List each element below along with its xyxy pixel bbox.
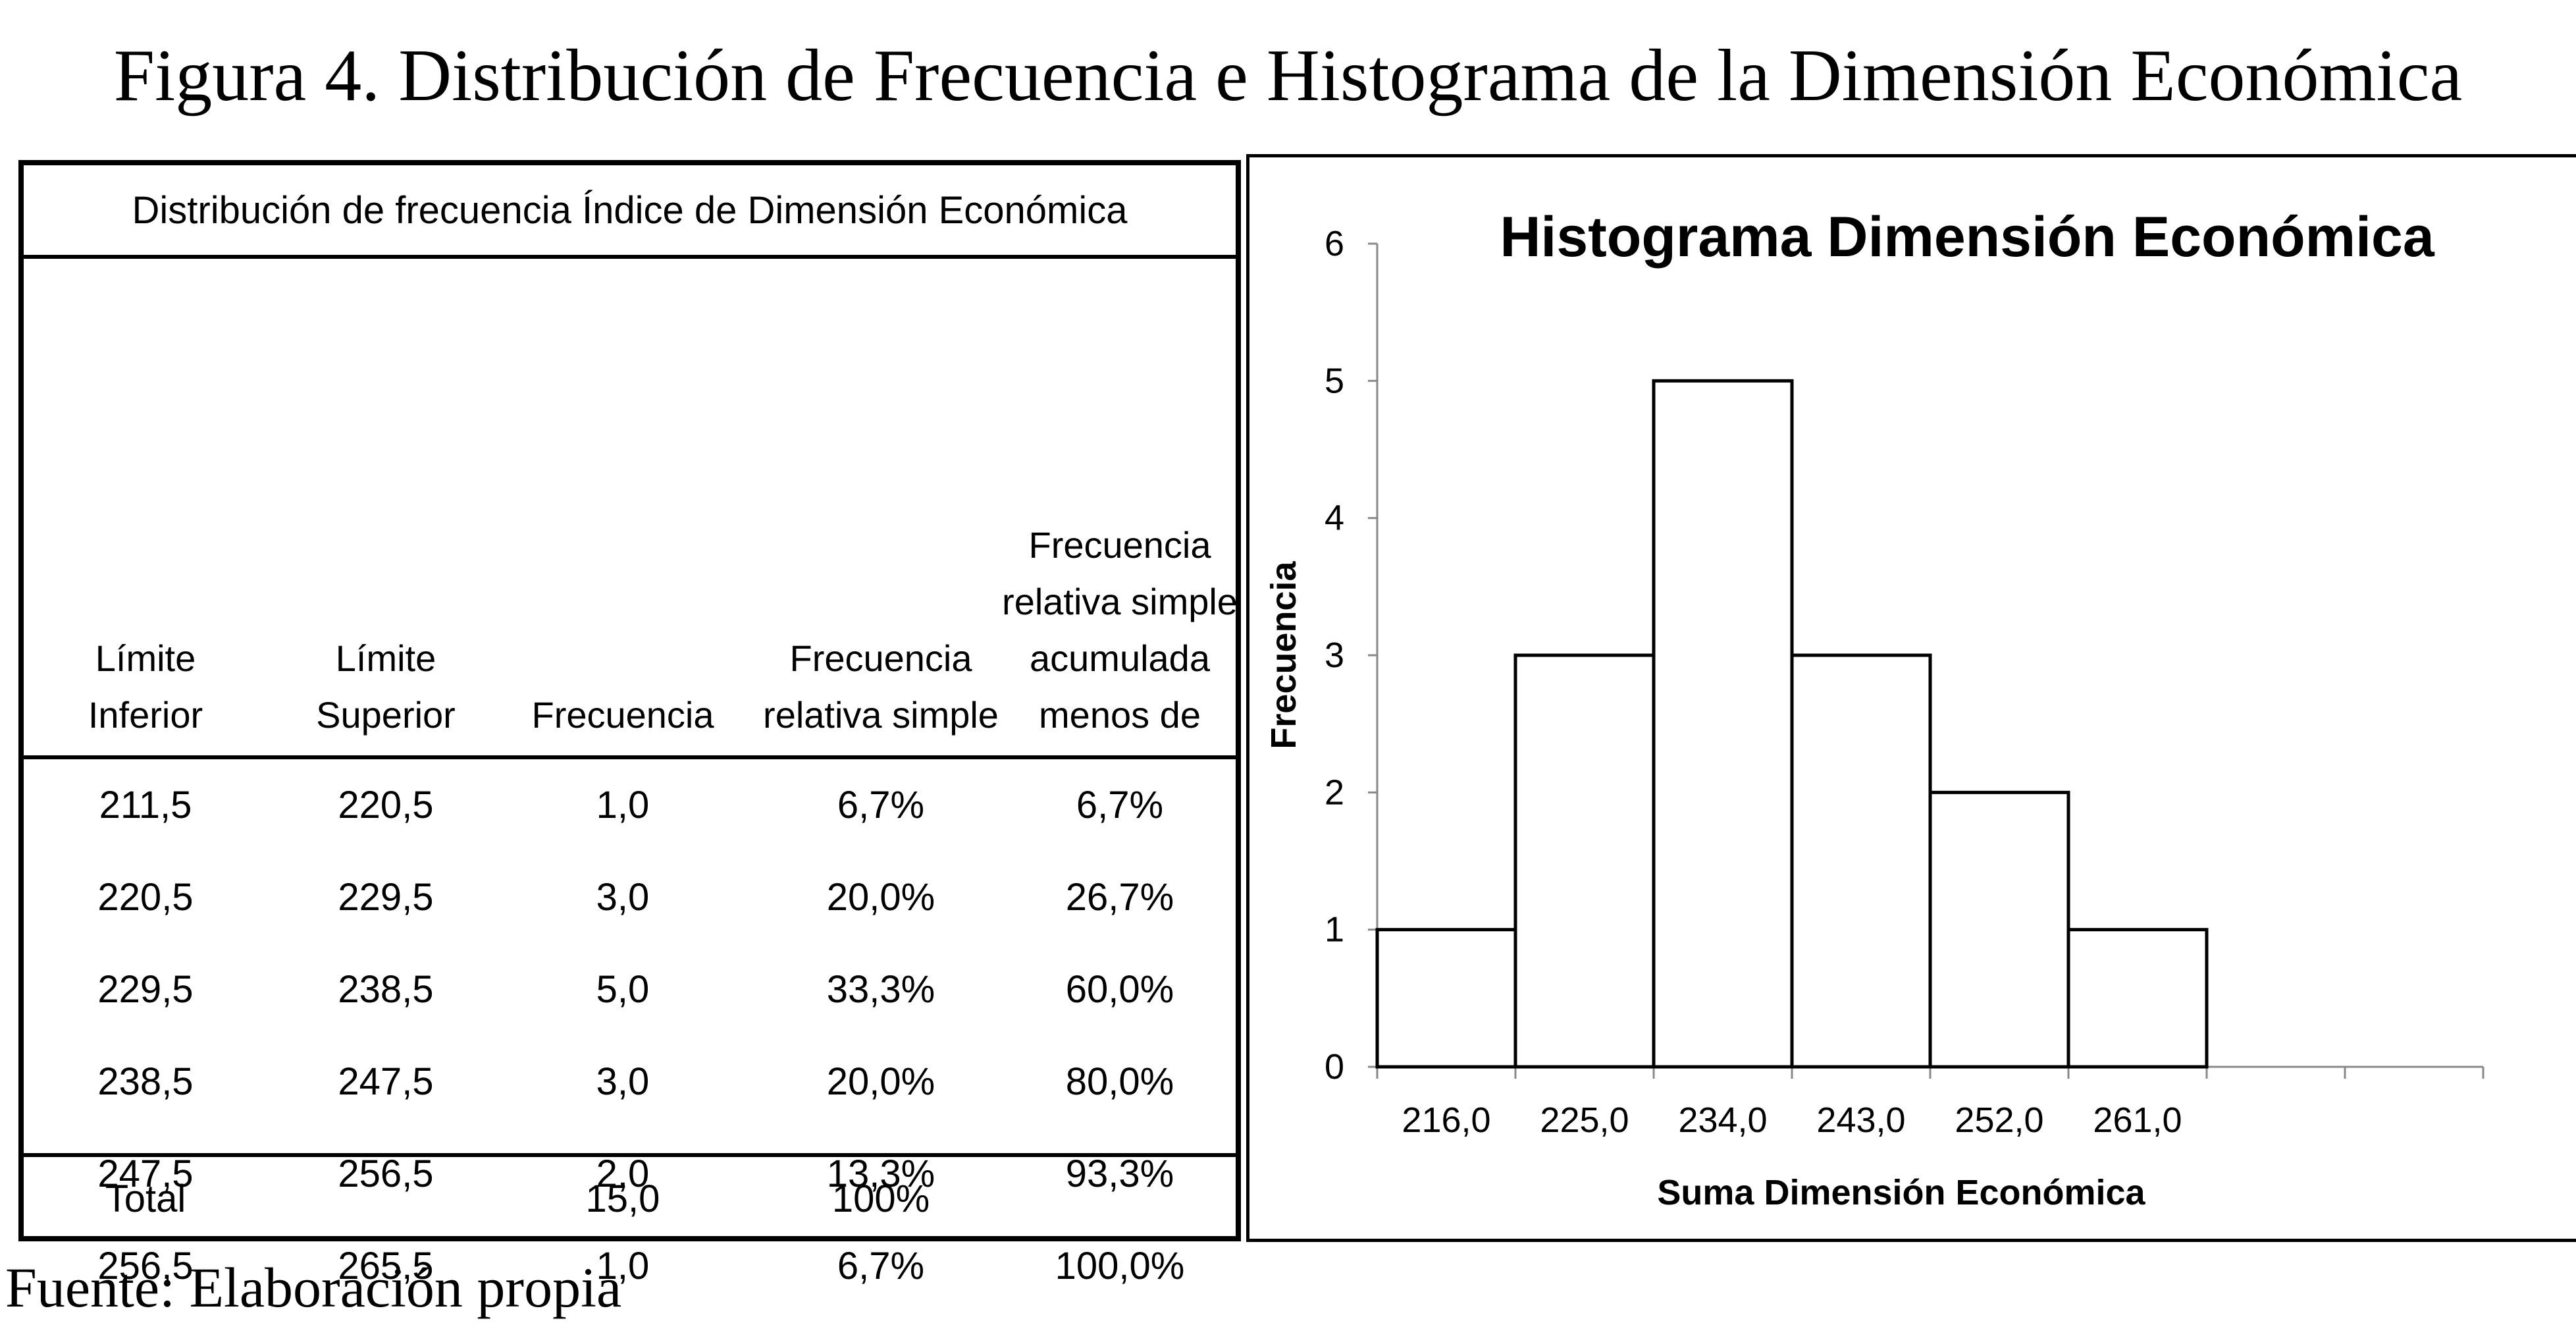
total-cell-frecuencia: 15,0 [585,1177,660,1220]
cell-limite-superior: 256,5 [338,1152,434,1195]
cell-frecuencia-relativa: 33,3% [826,968,935,1011]
total-cell-frecuencia-relativa: 100% [831,1177,930,1220]
header-line: Superior [316,694,456,736]
header-limite-superior: Límite Superior [274,630,498,743]
cell-frecuencia: 2,0 [596,1152,650,1195]
cell-limite-superior: 247,5 [338,1060,434,1103]
x-tick-label: 216,0 [1402,1100,1490,1140]
cell-frecuencia-acumulada: 93,3% [1065,1152,1174,1195]
cell-frecuencia: 1,0 [596,1245,650,1287]
y-tick-label: 0 [1325,1047,1344,1087]
histogram-chart: Histograma Dimensión Económica 0 1 2 3 4 5 6 216… [1264,205,2484,1212]
cell-limite-inferior: 229,5 [97,968,194,1011]
table-row: 238,5 247,5 3,0 20,0% 80,0% [24,1036,1236,1128]
y-tick-label: 6 [1325,224,1344,263]
table-header: Límite Inferior Límite Superior Frecuencia Fr… [24,259,1238,759]
cell-limite-inferior: 256,5 [97,1245,194,1287]
y-tick-label: 4 [1325,499,1344,538]
y-tick-label: 3 [1325,635,1344,675]
histogram-bar [2066,928,2209,1069]
header-line: relativa simple [763,694,999,736]
table-row: 211,5 220,5 1,0 6,7% 6,7% [24,759,1236,851]
header-line: acumulada [1030,637,1210,679]
header-line: Inferior [88,694,203,736]
cell-limite-inferior: 211,5 [99,784,192,826]
y-tick-label: 1 [1325,910,1344,950]
cell-limite-inferior: 247,5 [97,1152,194,1195]
total-cell-frecuencia-acumulada [998,1157,1242,1241]
header-frecuencia: Frecuencia [504,687,741,743]
table-total-row: Total 15,0 100% [24,1153,1236,1241]
cell-frecuencia-acumulada: 80,0% [1065,1060,1174,1103]
header-frecuencia-acumulada: Frecuencia relativa simple acumulada menos … [998,517,1242,743]
table-row: 229,5 238,5 5,0 33,3% 60,0% [24,944,1236,1036]
total-cell-limite-inferior: Total [105,1177,186,1220]
cell-limite-superior: 238,5 [338,968,434,1011]
frequency-table: Distribución de frecuencia Índice de Dim… [18,160,1241,1287]
header-line: Frecuencia [789,637,972,679]
cell-frecuencia-acumulada: 26,7% [1065,876,1174,919]
cell-limite-inferior: 220,5 [97,876,194,919]
header-line: menos de [1039,694,1201,736]
cell-frecuencia: 5,0 [596,968,650,1011]
y-tick-label: 2 [1325,772,1344,812]
figure-title: Figura 4. Distribución de Frecuencia e H… [113,35,2463,117]
histogram-bar [1790,653,1932,1069]
cell-limite-superior: 265,5 [338,1245,434,1287]
histogram-bar [1513,653,1656,1069]
cell-frecuencia-relativa: 6,7% [837,1245,925,1287]
y-axis-label: Frecuencia [1264,560,1303,749]
x-tick-label: 252,0 [1955,1100,2043,1140]
header-line: Límite [335,637,436,679]
histogram-panel: Histograma Dimensión Económica 0 1 2 3 4 5 6 216… [1246,154,2576,1242]
cell-frecuencia-relativa: 20,0% [826,876,935,919]
x-tick-label: 243,0 [1816,1100,1905,1140]
x-axis-label: Suma Dimensión Económica [1657,1173,2145,1212]
y-tick-label: 5 [1325,361,1344,400]
header-line: relativa simple [1002,581,1238,622]
cell-frecuencia: 3,0 [596,876,650,919]
cell-frecuencia-relativa: 13,3% [826,1152,935,1195]
x-tick-label: 234,0 [1678,1100,1767,1140]
cell-frecuencia-relativa: 6,7% [837,784,925,826]
figure-source: Fuente: Elaboración propia [5,1256,622,1319]
cell-limite-superior: 229,5 [338,876,434,919]
x-tick-label: 225,0 [1540,1100,1629,1140]
cell-limite-superior: 220,5 [338,784,434,826]
chart-title: Histograma Dimensión Económica [1500,205,2435,269]
table-row: 256,5 265,5 1,0 6,7% 100,0% [24,1220,1236,1312]
total-cell-limite-superior [274,1157,498,1241]
cell-frecuencia-acumulada: 100,0% [1055,1245,1185,1287]
table-row: 247,5 256,5 2,0 13,3% 93,3% [24,1128,1236,1220]
table-caption: Distribución de frecuencia Índice de Dim… [24,165,1236,259]
cell-limite-inferior: 238,5 [97,1060,194,1103]
cell-frecuencia-acumulada: 60,0% [1065,968,1174,1011]
table-row: 220,5 229,5 3,0 20,0% 26,7% [24,851,1236,944]
histogram-bar [1652,379,1794,1069]
cell-frecuencia-acumulada: 6,7% [1076,784,1164,826]
header-limite-inferior: Límite Inferior [37,630,254,743]
cell-frecuencia: 1,0 [596,784,650,826]
x-tick-label: 261,0 [2093,1100,2182,1140]
histogram-bar [1928,790,2070,1069]
header-frecuencia-relativa: Frecuencia relativa simple [749,630,1012,743]
header-line: Límite [95,637,196,679]
header-line: Frecuencia [1028,524,1211,566]
histogram-bar [1375,928,1517,1069]
cell-frecuencia: 3,0 [596,1060,650,1103]
cell-frecuencia-relativa: 20,0% [826,1060,935,1103]
header-line: Frecuencia [531,694,714,736]
